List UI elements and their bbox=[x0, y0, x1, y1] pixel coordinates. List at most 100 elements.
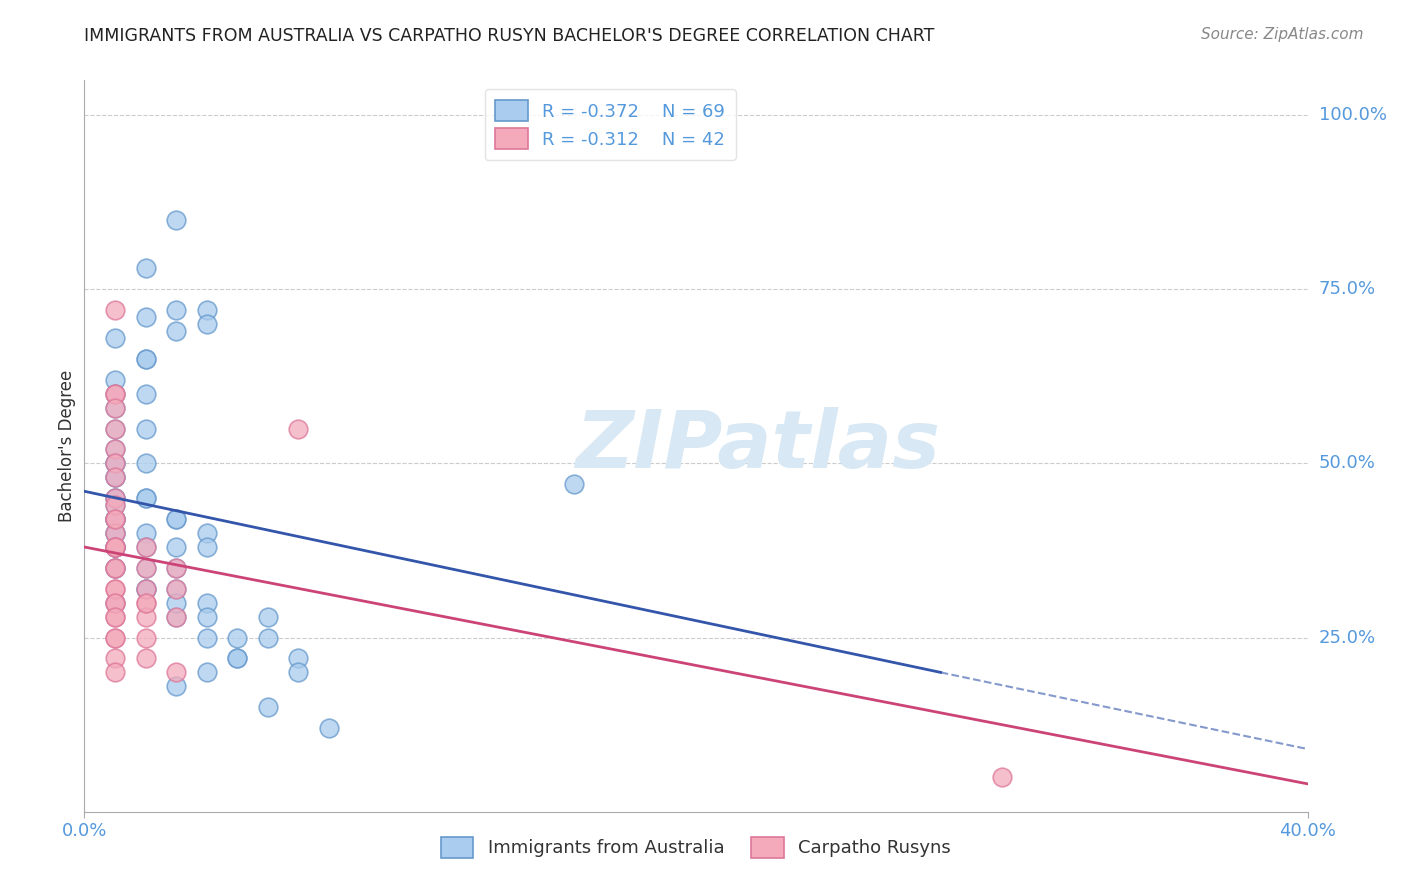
Point bbox=[195, 631, 218, 645]
Point bbox=[104, 540, 127, 554]
Point bbox=[165, 582, 187, 596]
Text: Source: ZipAtlas.com: Source: ZipAtlas.com bbox=[1201, 27, 1364, 42]
Point bbox=[104, 561, 127, 575]
Point bbox=[135, 596, 157, 610]
Point bbox=[195, 526, 218, 541]
Point bbox=[195, 665, 218, 680]
Point bbox=[135, 421, 157, 435]
Point bbox=[104, 386, 127, 401]
Point bbox=[135, 351, 157, 366]
Point bbox=[165, 665, 187, 680]
Point bbox=[165, 212, 187, 227]
Point bbox=[104, 526, 127, 541]
Point bbox=[135, 540, 157, 554]
Point bbox=[104, 512, 127, 526]
Point bbox=[104, 540, 127, 554]
Point bbox=[165, 609, 187, 624]
Point bbox=[135, 582, 157, 596]
Point bbox=[104, 596, 127, 610]
Point bbox=[104, 665, 127, 680]
Point bbox=[104, 498, 127, 512]
Point bbox=[195, 596, 218, 610]
Point bbox=[257, 700, 280, 714]
Point bbox=[135, 386, 157, 401]
Point bbox=[195, 540, 218, 554]
Point bbox=[165, 561, 187, 575]
Point bbox=[104, 401, 127, 415]
Point bbox=[135, 540, 157, 554]
Point bbox=[318, 721, 340, 735]
Point bbox=[165, 596, 187, 610]
Point bbox=[257, 631, 280, 645]
Point bbox=[104, 470, 127, 484]
Point bbox=[104, 457, 127, 471]
Point bbox=[165, 561, 187, 575]
Point bbox=[104, 491, 127, 506]
Text: IMMIGRANTS FROM AUSTRALIA VS CARPATHO RUSYN BACHELOR'S DEGREE CORRELATION CHART: IMMIGRANTS FROM AUSTRALIA VS CARPATHO RU… bbox=[84, 27, 935, 45]
Point bbox=[104, 421, 127, 435]
Point bbox=[104, 512, 127, 526]
Point bbox=[135, 582, 157, 596]
Point bbox=[104, 491, 127, 506]
Point bbox=[165, 324, 187, 338]
Point bbox=[104, 401, 127, 415]
Point bbox=[165, 679, 187, 693]
Point bbox=[104, 631, 127, 645]
Point bbox=[104, 540, 127, 554]
Text: 100.0%: 100.0% bbox=[1319, 106, 1386, 124]
Point bbox=[226, 651, 249, 665]
Text: 50.0%: 50.0% bbox=[1319, 454, 1375, 473]
Point bbox=[104, 526, 127, 541]
Point bbox=[135, 491, 157, 506]
Point bbox=[104, 540, 127, 554]
Point bbox=[165, 540, 187, 554]
Point bbox=[104, 582, 127, 596]
Point bbox=[287, 665, 309, 680]
Point bbox=[104, 498, 127, 512]
Point bbox=[287, 651, 309, 665]
Point bbox=[165, 512, 187, 526]
Point bbox=[104, 386, 127, 401]
Point bbox=[135, 261, 157, 276]
Y-axis label: Bachelor's Degree: Bachelor's Degree bbox=[58, 370, 76, 522]
Point bbox=[135, 526, 157, 541]
Point bbox=[104, 303, 127, 318]
Point bbox=[104, 457, 127, 471]
Point bbox=[165, 609, 187, 624]
Point bbox=[104, 512, 127, 526]
Point bbox=[104, 540, 127, 554]
Point bbox=[135, 457, 157, 471]
Point bbox=[104, 609, 127, 624]
Point bbox=[104, 582, 127, 596]
Point bbox=[104, 609, 127, 624]
Point bbox=[104, 631, 127, 645]
Point bbox=[104, 596, 127, 610]
Point bbox=[135, 651, 157, 665]
Point bbox=[135, 582, 157, 596]
Legend: Immigrants from Australia, Carpatho Rusyns: Immigrants from Australia, Carpatho Rusy… bbox=[433, 830, 959, 865]
Point bbox=[104, 651, 127, 665]
Point bbox=[104, 512, 127, 526]
Point bbox=[165, 512, 187, 526]
Point bbox=[104, 540, 127, 554]
Point bbox=[226, 651, 249, 665]
Point bbox=[135, 561, 157, 575]
Point bbox=[562, 477, 585, 491]
Point bbox=[135, 351, 157, 366]
Point bbox=[226, 631, 249, 645]
Point bbox=[135, 491, 157, 506]
Point bbox=[104, 540, 127, 554]
Point bbox=[104, 442, 127, 457]
Point bbox=[104, 331, 127, 345]
Point bbox=[195, 317, 218, 331]
Point bbox=[287, 421, 309, 435]
Point bbox=[990, 770, 1012, 784]
Point bbox=[165, 582, 187, 596]
Point bbox=[104, 561, 127, 575]
Point bbox=[135, 631, 157, 645]
Point bbox=[104, 512, 127, 526]
Point bbox=[104, 421, 127, 435]
Text: ZIPatlas: ZIPatlas bbox=[575, 407, 939, 485]
Point bbox=[135, 609, 157, 624]
Text: 25.0%: 25.0% bbox=[1319, 629, 1376, 647]
